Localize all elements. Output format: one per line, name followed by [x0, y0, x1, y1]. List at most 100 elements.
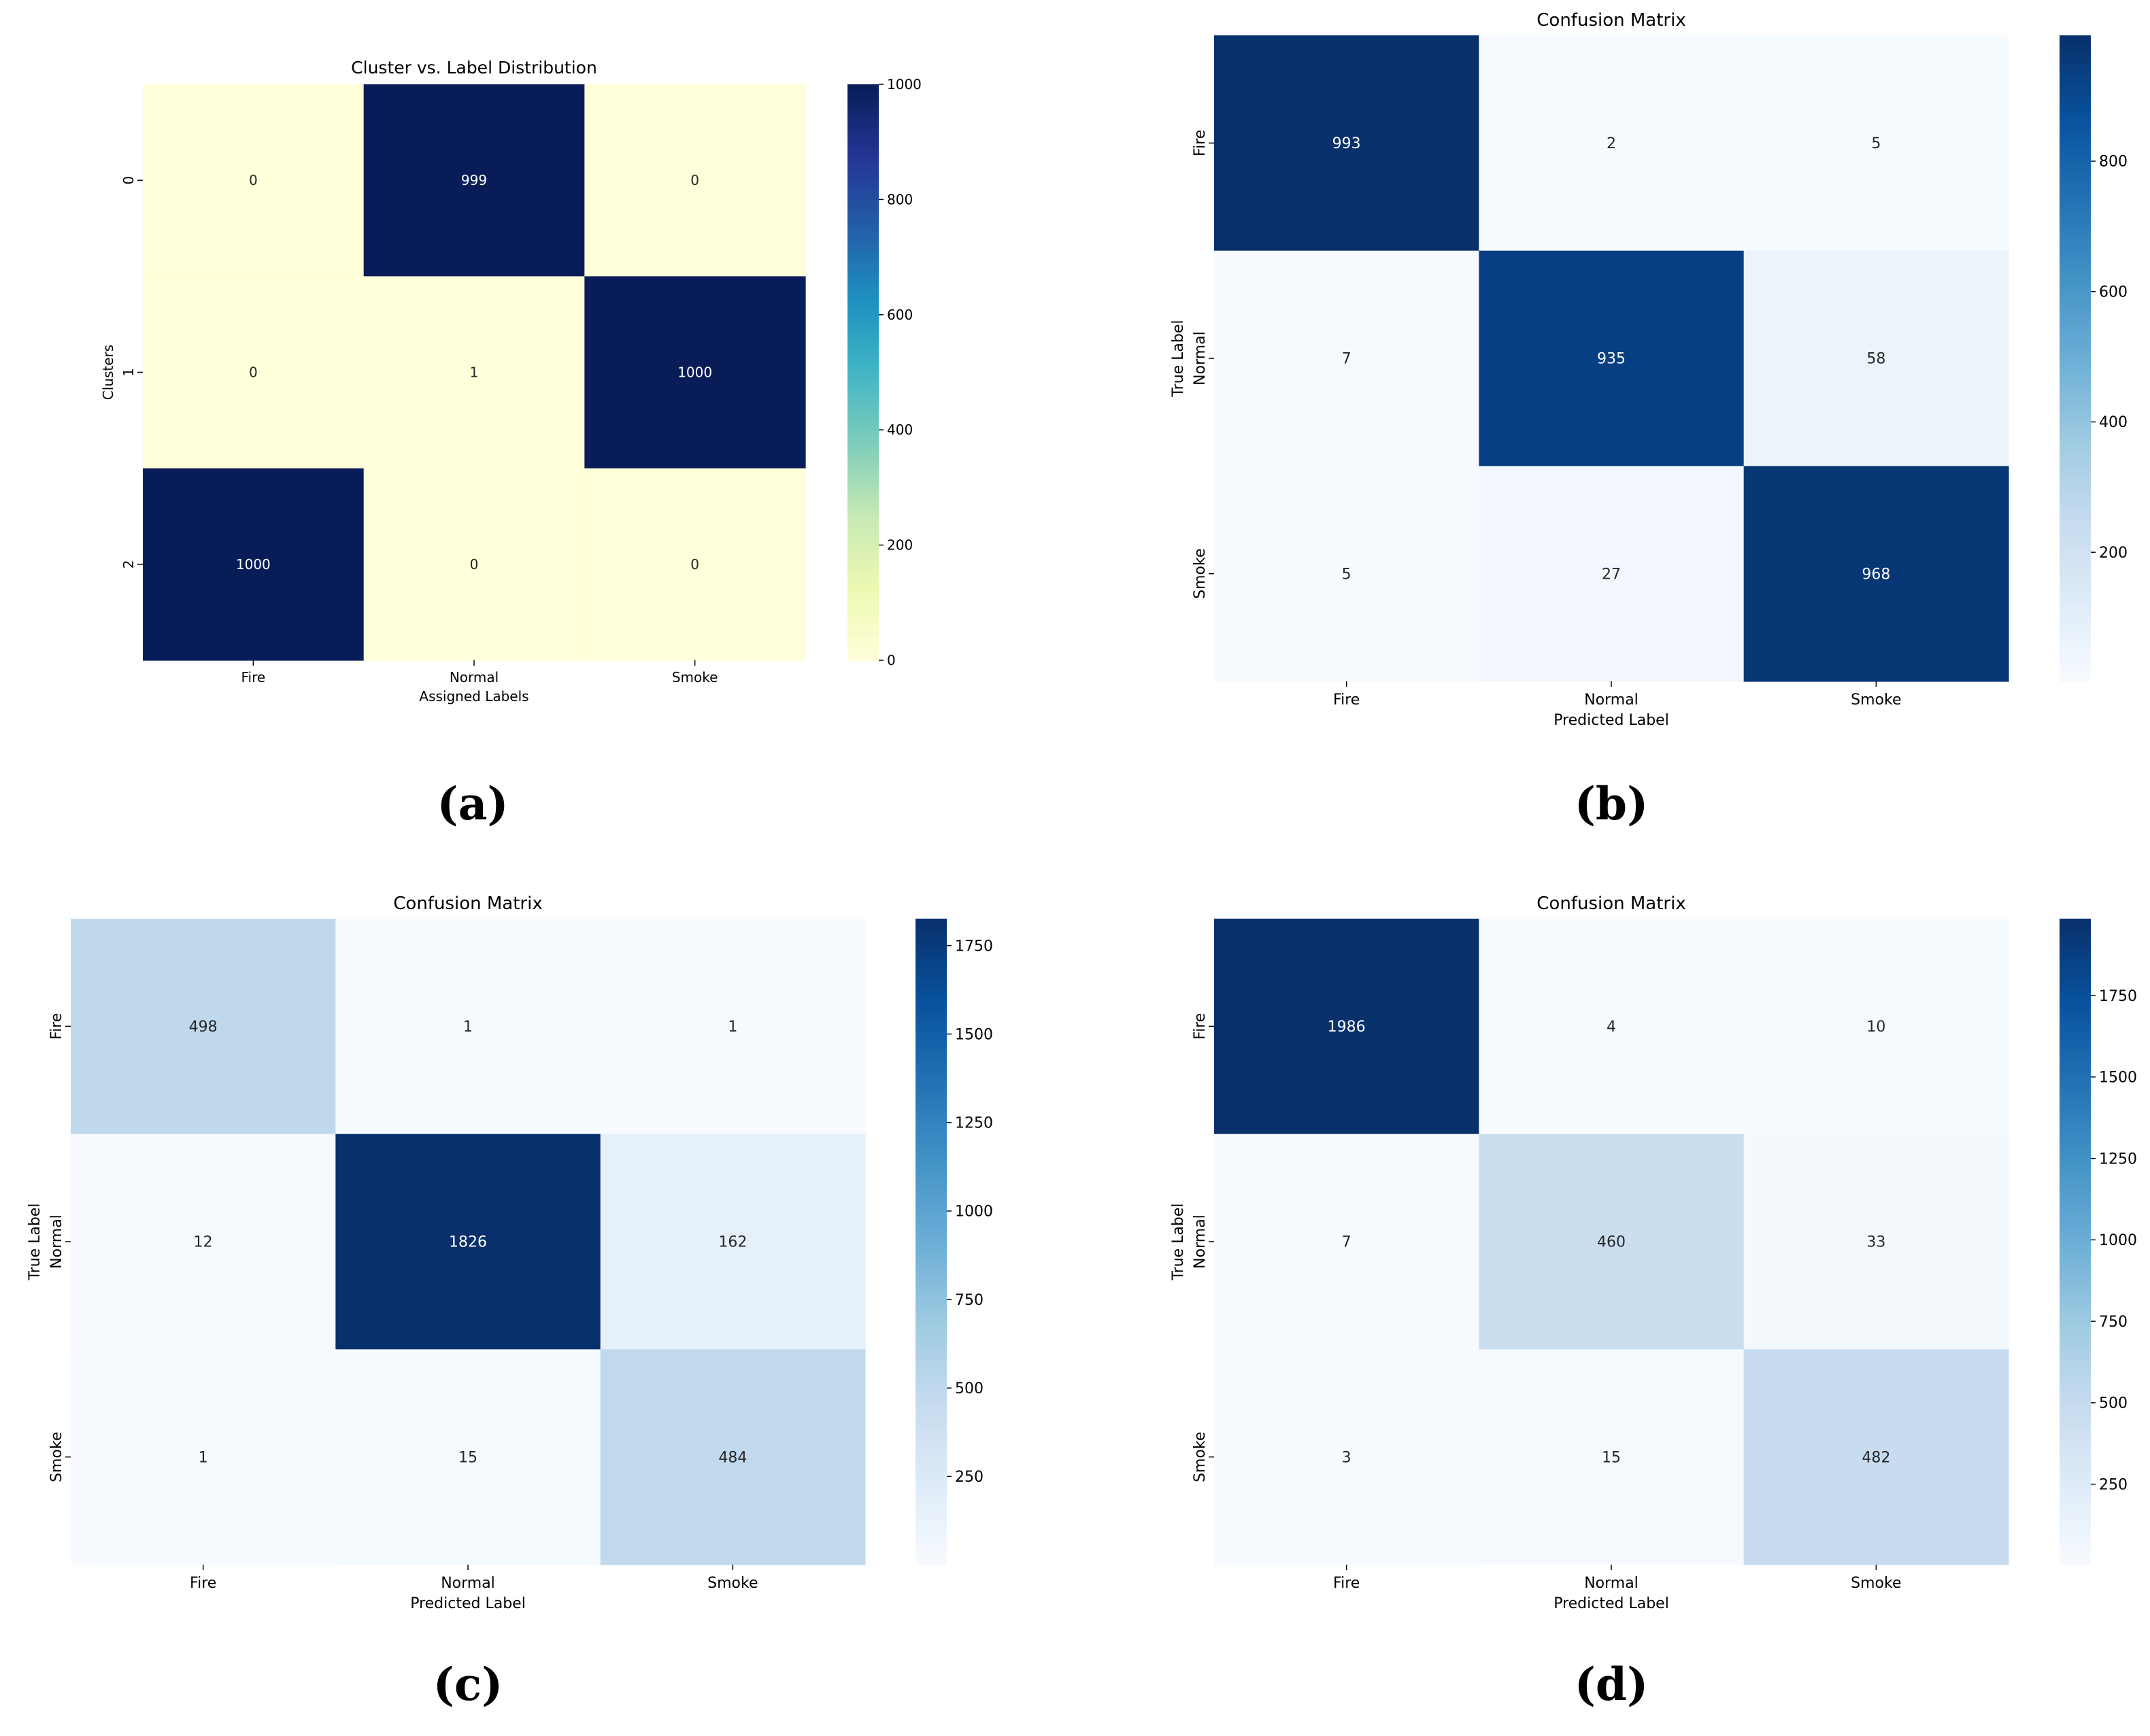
colorbar-segment	[2060, 229, 2091, 235]
colorbar-segment	[847, 612, 879, 618]
colorbar-segment	[2060, 267, 2091, 273]
colorbar-segment	[916, 1032, 947, 1038]
colorbar-segment	[2060, 1204, 2091, 1210]
colorbar-segment	[916, 1554, 947, 1560]
colorbar-segment	[847, 521, 879, 527]
colorbar-segment	[916, 1559, 947, 1565]
colorbar-segment	[2060, 439, 2091, 445]
y-tick-label: Smoke	[48, 1431, 65, 1482]
colorbar-segment	[847, 535, 879, 541]
colorbar-segment	[2060, 1537, 2091, 1544]
x-tick-label: Normal	[450, 669, 499, 685]
cell-value-label: 162	[718, 1234, 747, 1251]
colorbar-segment	[847, 573, 879, 579]
colorbar-segment	[916, 1408, 947, 1415]
colorbar-segment	[847, 94, 879, 99]
chart-title: Confusion Matrix	[1536, 893, 1685, 914]
colorbar-segment	[2060, 1279, 2091, 1286]
colorbar-segment	[2060, 369, 2091, 375]
colorbar-segment	[916, 1085, 947, 1092]
colorbar-segment	[847, 242, 879, 248]
heatmap-panel-3: 498 1 1 12 1826 162 1 15 484 Confusion Matrix Fire…	[27, 893, 993, 1711]
colorbar-segment	[916, 1242, 947, 1248]
colorbar-segment	[916, 1484, 947, 1490]
colorbar-segment	[916, 993, 947, 1000]
colorbar-segment	[847, 276, 879, 282]
colorbar-segment	[847, 583, 879, 589]
colorbar-segment	[2060, 159, 2091, 165]
colorbar-segment	[847, 463, 879, 469]
y-tick-label: Smoke	[1192, 1431, 1209, 1482]
colorbar-segment	[2060, 945, 2091, 952]
colorbar-segment	[2060, 1446, 2091, 1452]
colorbar-segment	[2060, 1532, 2091, 1539]
colorbar-segment	[2060, 1128, 2091, 1135]
colorbar-segment	[847, 650, 879, 656]
colorbar-segment	[2060, 951, 2091, 957]
colorbar-segment	[847, 209, 879, 215]
colorbar-tick-label: 1250	[955, 1115, 993, 1132]
colorbar-segment	[2060, 428, 2091, 435]
colorbar-segment	[2060, 78, 2091, 85]
colorbar-segment	[847, 473, 879, 479]
colorbar-tick-label: 1750	[955, 938, 993, 955]
colorbar-segment	[2060, 552, 2091, 558]
colorbar-segment	[916, 1489, 947, 1495]
colorbar-segment	[916, 1333, 947, 1340]
colorbar-segment	[2060, 449, 2091, 456]
colorbar-segment	[2060, 1473, 2091, 1480]
colorbar-segment	[2060, 272, 2091, 279]
colorbar-segment	[2060, 1193, 2091, 1199]
heatmap-cell	[1214, 1349, 1479, 1565]
colorbar-segment	[847, 237, 879, 243]
colorbar-segment	[916, 1505, 947, 1512]
colorbar-segment	[847, 324, 879, 330]
colorbar-segment	[2060, 1231, 2091, 1237]
colorbar-segment	[2060, 1316, 2091, 1323]
colorbar-segment	[2060, 342, 2091, 348]
colorbar-segment	[847, 156, 879, 162]
colorbar-segment	[847, 631, 879, 637]
colorbar-tick-label: 600	[2099, 284, 2128, 301]
heatmap-cell	[335, 1349, 601, 1565]
colorbar-segment	[847, 391, 879, 397]
colorbar-segment	[2060, 1500, 2091, 1506]
colorbar-tick-label: 400	[887, 422, 913, 438]
colorbar-segment	[2060, 1543, 2091, 1550]
colorbar-tick-label: 500	[955, 1380, 984, 1397]
heatmap-cell	[1743, 1349, 2009, 1565]
heatmap-panel-2: 993 2 5 7 935 58 5 27 968 Confusion Matrix Fire Nor…	[1170, 10, 2128, 830]
colorbar-segment	[2060, 1225, 2091, 1231]
colorbar-segment	[2060, 132, 2091, 139]
colorbar-segment	[916, 1500, 947, 1506]
colorbar-segment	[2060, 1268, 2091, 1275]
colorbar-segment	[2060, 1510, 2091, 1517]
heatmap-cell	[1479, 35, 1745, 252]
colorbar-segment	[2060, 294, 2091, 300]
colorbar-segment	[2060, 956, 2091, 963]
colorbar-tick-label: 750	[2099, 1314, 2128, 1331]
colorbar-segment	[2060, 385, 2091, 392]
x-axis-label: Predicted Label	[1553, 1595, 1669, 1612]
colorbar-segment	[2060, 1284, 2091, 1291]
colorbar-segment	[2060, 1451, 2091, 1458]
colorbar-segment	[2060, 1053, 2091, 1059]
colorbar-segment	[847, 89, 879, 95]
colorbar-segment	[2060, 1527, 2091, 1533]
colorbar-segment	[847, 353, 879, 359]
colorbar-segment	[2060, 358, 2091, 364]
colorbar-segment	[916, 1263, 947, 1270]
y-tick-label: Normal	[1192, 331, 1209, 386]
colorbar-segment	[916, 1102, 947, 1108]
colorbar-segment	[847, 175, 879, 181]
cell-value-label: 935	[1597, 351, 1626, 368]
colorbar-segment	[847, 530, 879, 537]
heatmap-cell	[143, 84, 365, 277]
heatmap-cell	[363, 276, 585, 469]
cell-value-label: 0	[249, 364, 258, 381]
colorbar-segment	[2060, 1161, 2091, 1167]
colorbar-segment	[847, 328, 879, 335]
colorbar-segment	[2060, 1554, 2091, 1560]
colorbar-segment	[847, 362, 879, 369]
